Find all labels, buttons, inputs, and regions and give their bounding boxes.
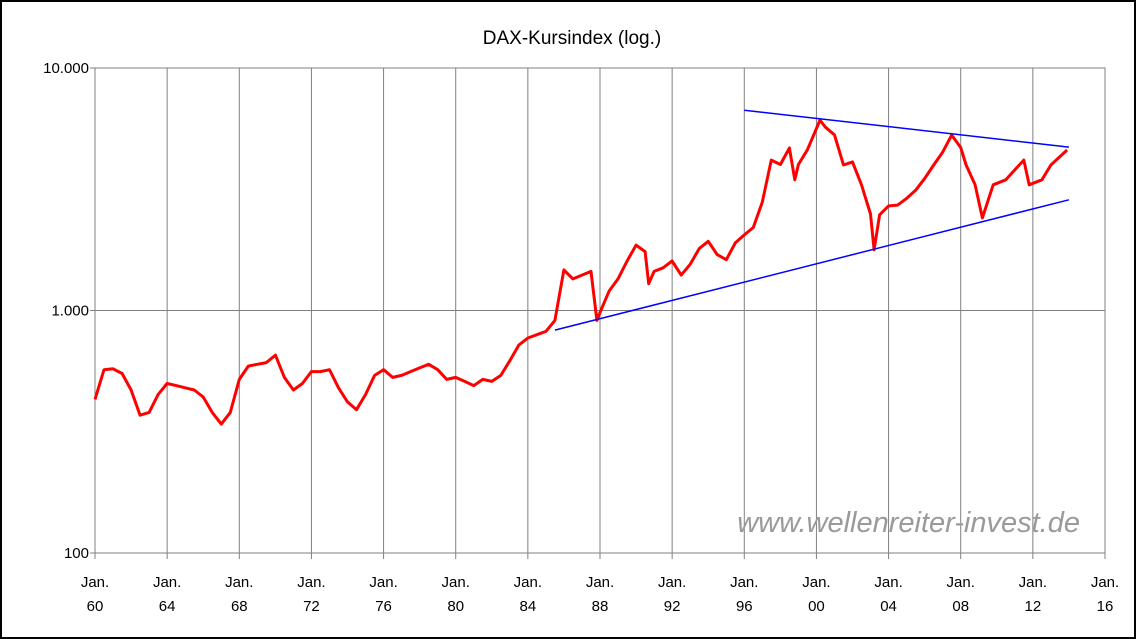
x-tick-label: Jan. 88 xyxy=(586,574,614,615)
x-tick-label: Jan. 92 xyxy=(658,574,686,615)
price-line xyxy=(93,118,1069,426)
x-tick-label: Jan. 00 xyxy=(802,574,830,615)
x-tick-label: Jan. 12 xyxy=(1019,574,1047,615)
watermark: www.wellenreiter-invest.de xyxy=(737,507,1080,539)
y-tick-label: 1.000 xyxy=(51,303,89,320)
y-tick-label: 100 xyxy=(64,545,89,562)
x-tick-label: Jan. 96 xyxy=(730,574,758,615)
x-tick-label: Jan. 80 xyxy=(442,574,470,615)
trend-line xyxy=(554,199,1070,331)
x-tick-label: Jan. 04 xyxy=(874,574,902,615)
x-tick-label: Jan. 64 xyxy=(153,574,181,615)
x-tick-label: Jan. 16 xyxy=(1091,574,1119,615)
x-tick-label: Jan. 84 xyxy=(514,574,542,615)
x-tick-label: Jan. 76 xyxy=(369,574,397,615)
y-tick-label: 10.000 xyxy=(43,60,89,77)
chart-title: DAX-Kursindex (log.) xyxy=(483,28,661,49)
x-tick-label: Jan. 72 xyxy=(297,574,325,615)
x-tick-label: Jan. 08 xyxy=(947,574,975,615)
x-tick-label: Jan. 68 xyxy=(225,574,253,615)
x-tick-label: Jan. 60 xyxy=(81,574,109,615)
trend-line xyxy=(744,109,1069,148)
